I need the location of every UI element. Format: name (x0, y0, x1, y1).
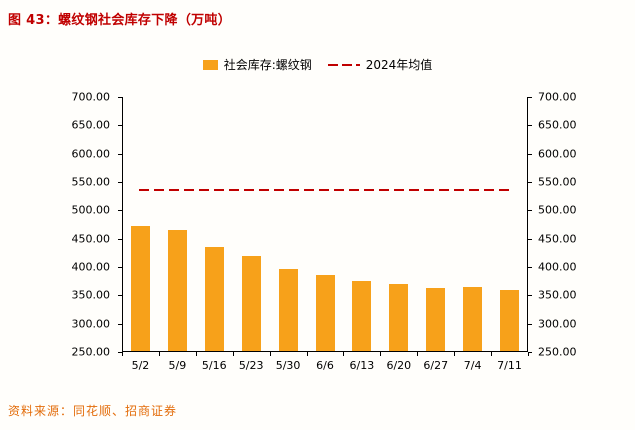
bar-series-swatch-icon (202, 59, 218, 70)
y-axis-tick-left (118, 210, 122, 212)
y-axis-tick-right (528, 352, 532, 353)
x-axis-tick (122, 352, 123, 356)
inventory-bar (389, 283, 409, 351)
inventory-bar (241, 256, 261, 351)
y-axis-tick-label-right: 450.00 (538, 232, 577, 246)
inventory-bar (204, 246, 224, 351)
chart-legend: 社会库存:螺纹钢 2024年均值 (0, 56, 635, 73)
y-axis-tick-label-right: 500.00 (538, 203, 577, 217)
y-axis-tick-right (528, 97, 532, 98)
y-axis-tick-label-right: 350.00 (538, 288, 577, 302)
inventory-bar (130, 226, 150, 351)
y-axis-tick-left (118, 238, 122, 240)
x-axis-tick (158, 352, 160, 356)
x-axis-tick (306, 352, 308, 356)
y-axis-tick-label-left: 400.00 (71, 260, 111, 274)
y-axis-tick-right (528, 210, 532, 212)
y-axis-tick-label-right: 250.00 (538, 345, 577, 359)
legend-label-average: 2024年均值 (365, 58, 433, 72)
y-axis-tick-label-left: 700.00 (71, 90, 111, 104)
y-axis-tick-label-right: 300.00 (538, 317, 577, 331)
y-axis-tick-right (528, 295, 532, 297)
y-axis-tick-label-right: 700.00 (538, 90, 577, 104)
x-axis-tick (454, 352, 456, 356)
x-axis-tick-label: 6/20 (386, 359, 412, 372)
figure-title: 图 43：螺纹钢社会库存下降（万吨） (8, 13, 232, 28)
y-axis-tick-left (118, 267, 122, 268)
y-axis-tick-label-left: 300.00 (71, 317, 111, 331)
plot-area (122, 97, 528, 352)
x-axis-tick (491, 352, 493, 356)
x-axis-tick (343, 352, 345, 356)
y-axis-tick-label-left: 600.00 (71, 147, 111, 161)
x-axis-tick-label: 5/2 (131, 359, 150, 372)
x-axis-tick (269, 352, 271, 356)
y-axis-tick-label-right: 550.00 (538, 175, 577, 189)
y-axis-tick-label-left: 450.00 (71, 232, 111, 246)
x-axis-tick-label: 7/4 (463, 359, 482, 372)
inventory-bar (278, 269, 298, 351)
x-axis-tick-label: 5/30 (275, 359, 301, 372)
y-axis-tick-right (528, 182, 532, 183)
x-axis-tick (195, 352, 197, 356)
legend-label-inventory: 社会库存:螺纹钢 (223, 58, 312, 72)
y-axis-tick-left (118, 125, 122, 127)
inventory-bar (315, 274, 335, 351)
x-axis-tick (380, 352, 382, 356)
x-axis-tick-label: 7/11 (497, 359, 522, 372)
inventory-bar (500, 289, 520, 351)
y-axis-tick-right (528, 125, 532, 127)
x-axis-tick-label: 6/13 (349, 359, 375, 372)
y-axis-tick-left (118, 153, 122, 155)
y-axis-tick-label-left: 500.00 (71, 203, 111, 217)
x-axis-tick-label: 5/16 (201, 359, 227, 372)
x-axis-tick-label: 6/27 (423, 359, 449, 372)
y-axis-tick-label-left: 650.00 (71, 118, 111, 132)
y-axis-tick-left (118, 97, 122, 98)
inventory-bar (463, 286, 483, 351)
x-axis-tick-label: 6/6 (316, 359, 334, 372)
legend-item-inventory: 社会库存:螺纹钢 (202, 56, 312, 73)
y-axis-tick-left (118, 323, 122, 325)
y-axis-tick-left (118, 352, 122, 353)
y-axis-tick-left (118, 182, 122, 183)
y-axis-tick-right (528, 267, 532, 268)
y-axis-tick-label-left: 250.00 (71, 345, 111, 359)
inventory-bar (352, 280, 372, 351)
x-axis-tick (417, 352, 419, 356)
y-axis-tick-label-left: 350.00 (71, 288, 111, 302)
x-axis-tick (528, 352, 529, 356)
source-note: 资料来源：同花顺、招商证券 (8, 404, 178, 418)
average-line-swatch-icon (327, 63, 360, 66)
inventory-bar (426, 287, 446, 351)
y-axis-tick-label-left: 550.00 (71, 175, 111, 189)
average-2024-line (139, 188, 511, 191)
y-axis-tick-right (528, 153, 532, 155)
x-axis-tick-label: 5/9 (168, 359, 187, 372)
y-axis-tick-left (118, 295, 122, 297)
y-axis-tick-label-right: 400.00 (538, 260, 577, 274)
x-axis-tick-label: 5/23 (238, 359, 264, 372)
inventory-bar (167, 230, 187, 351)
legend-item-average: 2024年均值 (327, 56, 433, 73)
y-axis-tick-right (528, 323, 532, 325)
y-axis-tick-right (528, 238, 532, 240)
y-axis-tick-label-right: 600.00 (538, 147, 577, 161)
x-axis-tick (232, 352, 234, 356)
y-axis-tick-label-right: 650.00 (538, 118, 577, 132)
